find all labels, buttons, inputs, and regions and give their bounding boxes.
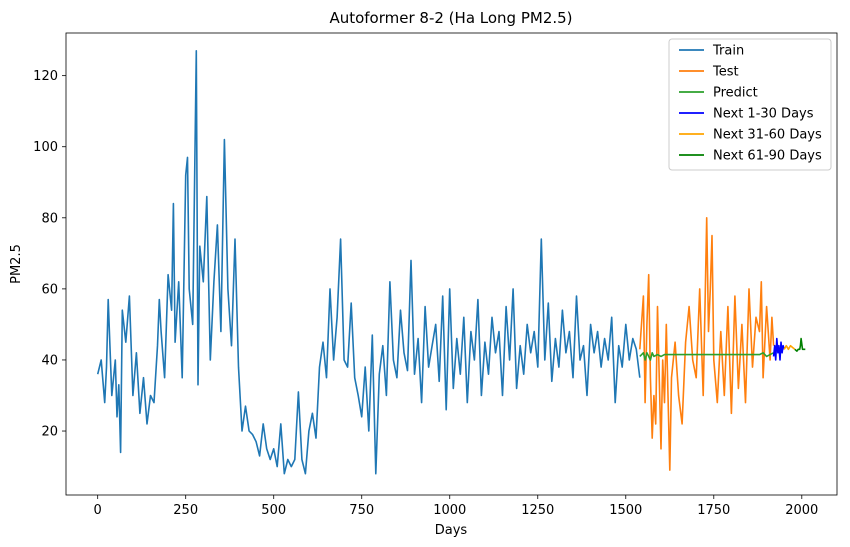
series-line-1 [639,217,775,471]
x-tick-label: 250 [173,503,198,518]
legend-entry-2: Predict [713,86,758,101]
x-tick-label: 1000 [433,503,466,518]
x-tick-label: 500 [261,503,286,518]
plot-area [96,49,806,475]
series-line-2 [639,351,774,361]
y-axis: 20 40 60 80 100 120 [33,69,66,440]
legend-entry-1: Test [712,65,739,80]
x-tick-label: 1250 [521,503,554,518]
y-tick-label: 60 [41,282,58,297]
y-tick-label: 100 [33,140,58,155]
legend-entry-4: Next 31-60 Days [713,128,822,143]
y-tick-label: 40 [41,353,58,368]
series-line-4 [783,344,796,351]
y-tick-label: 80 [41,211,58,226]
x-tick-label: 1500 [609,503,642,518]
chart-title: Autoformer 8-2 (Ha Long PM2.5) [329,9,572,27]
y-tick-label: 120 [33,69,58,84]
legend: Train Test Predict Next 1-30 Days Next 31-60… [668,38,832,171]
x-axis-label: Days [435,523,468,538]
x-tick-label: 750 [349,503,374,518]
legend-entry-3: Next 1-30 Days [713,107,814,122]
legend-box [668,38,832,171]
legend-entry-0: Train [712,44,744,59]
x-tick-label: 2000 [785,503,818,518]
legend-entry-5: Next 61-90 Days [713,149,822,164]
series-line-5 [794,337,806,352]
x-tick-label: 0 [94,503,102,518]
series-line-0 [96,49,641,475]
x-axis: 0 250 500 750 1000 1250 1500 1750 2000 [94,495,818,518]
x-tick-label: 1750 [697,503,730,518]
y-axis-label: PM2.5 [9,244,24,284]
series-line-3 [772,337,785,361]
plot-frame [65,32,838,496]
y-tick-label: 20 [41,425,58,440]
